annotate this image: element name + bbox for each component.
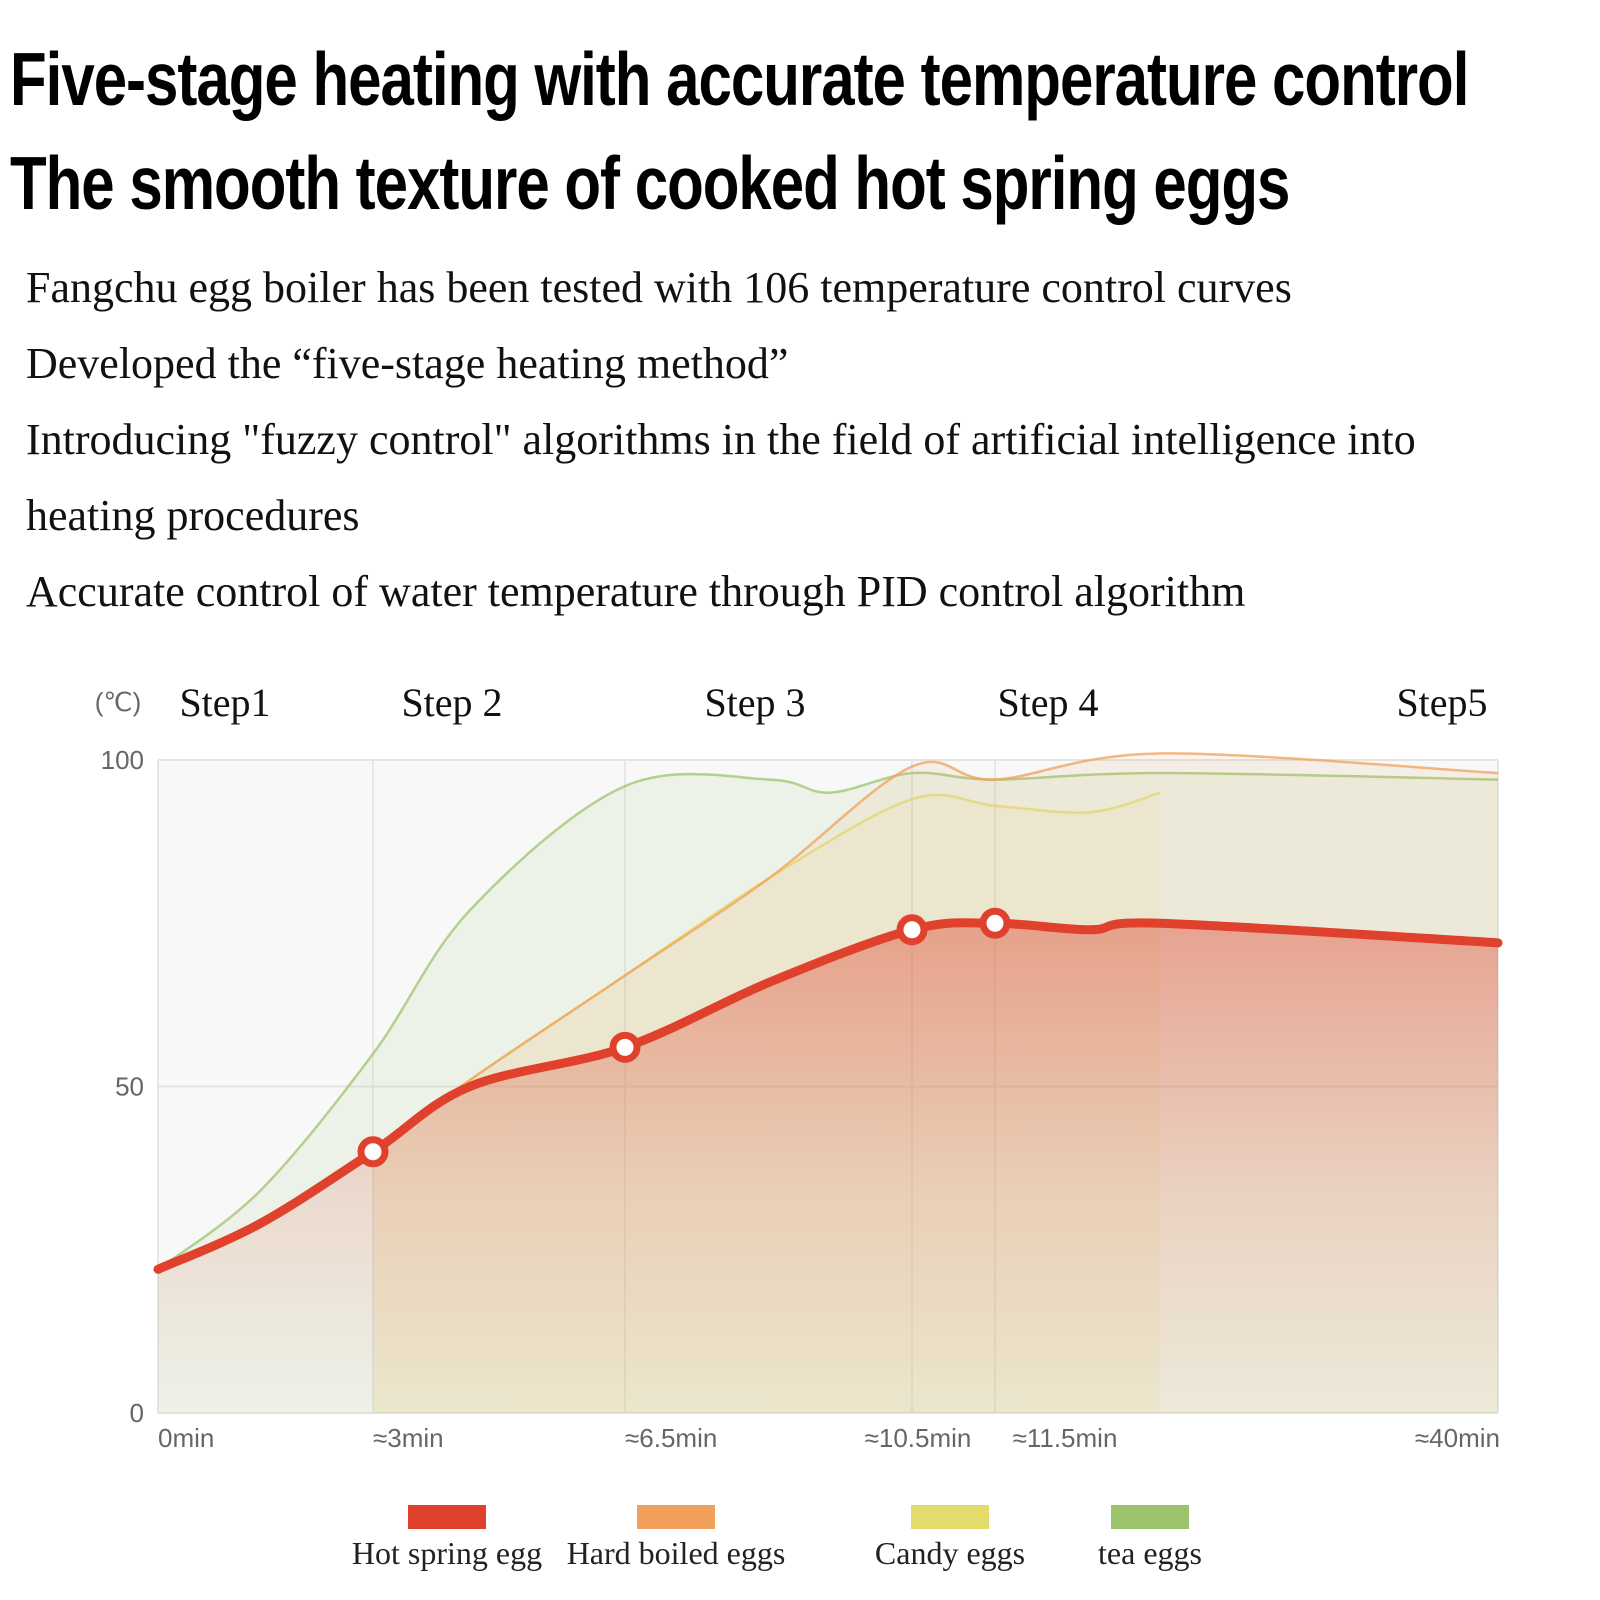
series-line-hard-boiled-eggs	[372, 752, 1499, 1153]
series-line-tea-eggs	[157, 771, 1499, 1271]
data-point-marker	[609, 1031, 641, 1063]
legend-swatch	[637, 1505, 715, 1529]
stage-label: Step5	[1396, 680, 1487, 725]
legend-swatch	[1111, 1505, 1189, 1529]
legend-swatch	[911, 1505, 989, 1529]
page-subtitle: The smooth texture of cooked hot spring …	[10, 141, 1290, 225]
description-line: Introducing "fuzzy control" algorithms i…	[26, 415, 1416, 464]
stage-label: Step1	[179, 680, 270, 725]
x-tick-label: ≈11.5min	[1013, 1423, 1118, 1453]
x-tick-label: ≈40min	[1415, 1423, 1500, 1453]
y-tick-label: 50	[115, 1072, 144, 1102]
stage-label: Step 3	[704, 680, 805, 725]
description-line: heating procedures	[26, 491, 360, 540]
legend-label: Hot spring egg	[351, 1535, 543, 1571]
description-line: Fangchu egg boiler has been tested with …	[26, 263, 1292, 312]
series-line-hot-spring-egg	[153, 918, 1503, 1274]
stage-label: Step 2	[401, 680, 502, 725]
temperature-chart: 0 50 100 (℃) Step1 Step 2 Step 3 Step 4 Step5 0mi…	[95, 680, 1503, 1453]
data-point-marker	[357, 1136, 389, 1168]
y-unit-label: (℃)	[95, 687, 142, 717]
x-tick-label: 0min	[158, 1423, 214, 1453]
y-tick-label: 100	[101, 745, 144, 775]
data-point-marker	[896, 914, 928, 946]
page-title: Five-stage heating with accurate tempera…	[10, 37, 1469, 121]
description-line: Accurate control of water temperature th…	[26, 567, 1246, 616]
y-tick-label: 0	[130, 1398, 144, 1428]
x-tick-label: ≈3min	[373, 1423, 444, 1453]
description-line: Developed the “five-stage heating method…	[26, 339, 789, 388]
stage-label: Step 4	[997, 680, 1098, 725]
legend-label: tea eggs	[1098, 1535, 1202, 1571]
series-area-hot-spring-egg	[158, 922, 1498, 1413]
description: Fangchu egg boiler has been tested with …	[26, 250, 1586, 630]
legend-label: Hard boiled eggs	[566, 1535, 786, 1571]
legend-label: Candy eggs	[874, 1535, 1026, 1571]
legend-swatch	[408, 1505, 486, 1529]
x-tick-label: ≈10.5min	[865, 1423, 972, 1453]
x-tick-label: ≈6.5min	[625, 1423, 717, 1453]
data-point-marker	[979, 907, 1011, 939]
